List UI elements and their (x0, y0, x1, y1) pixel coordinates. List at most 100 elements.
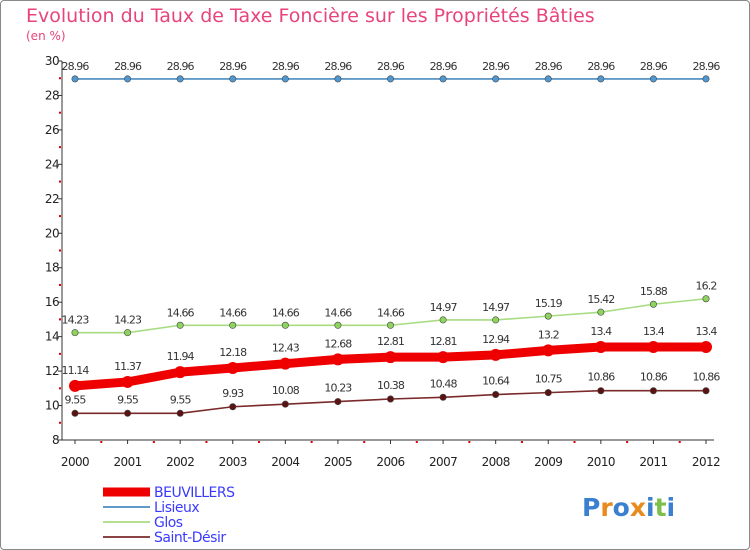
logo-letter: r (600, 493, 613, 522)
x-tick-label: 2001 (114, 455, 142, 469)
data-label-beuvillers: 12.18 (219, 346, 247, 359)
data-label-beuvillers: 12.94 (482, 333, 510, 346)
data-label-glos: 14.66 (219, 306, 247, 319)
data-label-glos: 14.23 (62, 314, 90, 327)
data-label-glos: 14.66 (272, 306, 300, 319)
data-point-lisieux (649, 75, 657, 83)
data-point-lisieux (702, 75, 710, 83)
logo-text: Proxiti (582, 493, 675, 522)
y-minor-dot (59, 283, 61, 286)
data-label-lisieux: 28.96 (377, 60, 405, 73)
data-label-glos: 14.23 (114, 314, 142, 327)
data-point-lisieux (492, 75, 500, 83)
y-tick-label: 22 (45, 192, 59, 206)
x-minor-dot (310, 441, 313, 443)
y-tick-label: 18 (45, 261, 59, 275)
x-minor-dot (363, 441, 366, 443)
y-tick-label: 12 (45, 364, 59, 378)
data-point-lisieux (124, 75, 132, 83)
data-point-beuvillers (384, 351, 397, 364)
data-point-saint-d-sir (492, 391, 500, 399)
data-label-beuvillers: 13.4 (643, 325, 665, 338)
data-label-glos: 15.88 (640, 285, 668, 298)
data-point-beuvillers (647, 340, 660, 353)
y-tick-label: 14 (45, 330, 59, 344)
data-label-glos: 15.19 (535, 297, 563, 310)
y-minor-dot (59, 215, 61, 218)
legend-label-lisieux: Lisieux (154, 500, 199, 516)
y-minor-dot (59, 421, 61, 424)
x-tick-label: 2000 (61, 455, 89, 469)
data-label-saint-d-sir: 10.86 (693, 371, 721, 384)
data-label-glos: 14.97 (430, 301, 458, 314)
data-point-glos (229, 321, 237, 329)
data-label-lisieux: 28.96 (324, 60, 352, 73)
x-tick-label: 2004 (271, 455, 299, 469)
data-point-glos (544, 312, 552, 320)
data-label-lisieux: 28.96 (693, 60, 721, 73)
data-label-glos: 14.66 (377, 306, 405, 319)
data-point-glos (702, 295, 710, 303)
data-label-beuvillers: 12.43 (272, 342, 300, 355)
y-minor-dot (59, 352, 61, 355)
data-label-lisieux: 28.96 (114, 60, 142, 73)
data-point-saint-d-sir (281, 400, 289, 408)
data-point-saint-d-sir (544, 389, 552, 397)
x-minor-dot (205, 441, 208, 443)
y-minor-dot (59, 77, 61, 80)
data-label-beuvillers: 13.2 (538, 328, 559, 341)
x-minor-dot (415, 441, 418, 443)
data-label-lisieux: 28.96 (640, 60, 668, 73)
data-label-saint-d-sir: 10.86 (587, 371, 615, 384)
data-label-saint-d-sir: 10.75 (535, 373, 563, 386)
x-tick-label: 2008 (482, 455, 510, 469)
data-label-lisieux: 28.96 (430, 60, 458, 73)
x-minor-dot (573, 441, 576, 443)
y-minor-dot (59, 111, 61, 114)
data-point-glos (124, 329, 132, 337)
data-point-saint-d-sir (124, 409, 132, 417)
logo-letter: P (582, 493, 600, 522)
x-tick-label: 2007 (429, 455, 457, 469)
x-tick-label: 2005 (324, 455, 352, 469)
data-point-beuvillers (279, 357, 292, 370)
data-label-lisieux: 28.96 (219, 60, 247, 73)
data-point-beuvillers (121, 375, 134, 388)
data-label-beuvillers: 13.4 (696, 325, 718, 338)
data-label-lisieux: 28.96 (272, 60, 300, 73)
x-tick-label: 2002 (166, 455, 194, 469)
data-label-beuvillers: 12.81 (377, 335, 404, 348)
data-labels-layer: 28.96 28.96 28.96 28.96 28.96 28.96 28.96 28.96… (62, 60, 722, 406)
x-minor-dot (626, 441, 629, 443)
x-minor-dot (152, 441, 155, 443)
data-point-glos (492, 316, 500, 324)
data-point-beuvillers (594, 340, 607, 353)
data-point-glos (386, 321, 394, 329)
data-label-beuvillers: 11.14 (62, 364, 90, 377)
data-point-lisieux (334, 75, 342, 83)
data-point-saint-d-sir (386, 395, 394, 403)
series-layer (69, 75, 712, 417)
data-label-lisieux: 28.96 (482, 60, 510, 73)
data-label-saint-d-sir: 9.55 (65, 393, 87, 406)
logo-letter: i (667, 493, 676, 522)
data-point-beuvillers (542, 344, 555, 357)
y-tick-label: 26 (45, 123, 59, 137)
data-point-saint-d-sir (229, 403, 237, 411)
x-minor-dot (468, 441, 471, 443)
data-label-saint-d-sir: 9.55 (117, 393, 139, 406)
data-point-glos (439, 316, 447, 324)
data-label-beuvillers: 11.37 (114, 360, 142, 373)
y-tick-label: 8 (52, 433, 59, 447)
y-tick-label: 16 (45, 295, 59, 309)
axes: 8 10 12 14 16 18 20 22 24 26 28 30 2000 2001 2002 2003 2… (45, 54, 721, 469)
legend-label-saint-d-sir: Saint-Désir (154, 530, 226, 546)
data-point-lisieux (281, 75, 289, 83)
data-point-beuvillers (69, 379, 81, 392)
data-label-lisieux: 28.96 (62, 60, 90, 73)
data-point-saint-d-sir (71, 409, 79, 417)
data-label-saint-d-sir: 10.48 (430, 377, 458, 390)
data-point-lisieux (229, 75, 237, 83)
x-tick-label: 2009 (534, 455, 562, 469)
